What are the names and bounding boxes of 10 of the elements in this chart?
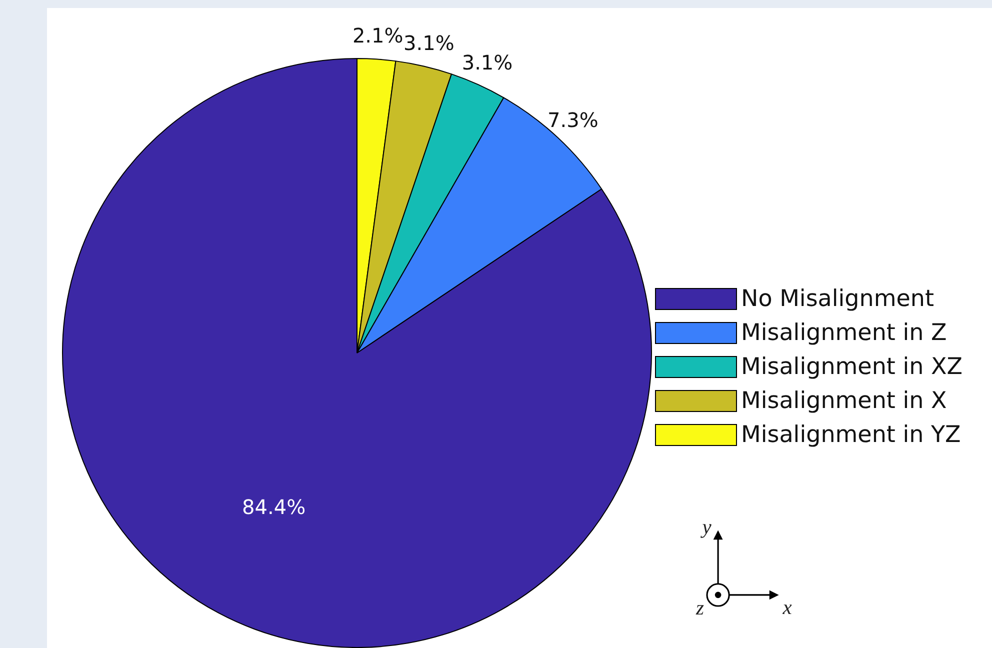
data-label: 3.1% xyxy=(462,50,513,75)
data-label: 3.1% xyxy=(404,30,454,55)
legend-label: No Misalignment xyxy=(741,286,934,312)
data-label: 2.1% xyxy=(352,23,404,48)
data-label: 7.3% xyxy=(548,108,598,132)
legend-label: Misalignment in Z xyxy=(741,320,947,346)
legend-label: Misalignment in YZ xyxy=(741,422,961,448)
data-label: 84.4% xyxy=(242,495,306,520)
legend-label: Misalignment in X xyxy=(741,388,947,414)
legend-label: Misalignment in XZ xyxy=(741,354,963,380)
